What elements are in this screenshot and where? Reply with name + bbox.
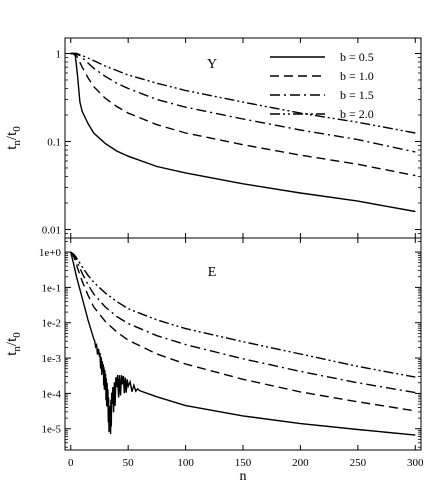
panel-top-frame — [64, 37, 422, 239]
series-line-1 — [70, 52, 416, 177]
y-tick-label: 1e-2 — [41, 318, 61, 330]
panel-bottom-ticks: 0 50 100 150 200 250 300 1e+0 1e-1 1e-2 1e-3 1e-4 1e… — [39, 238, 424, 469]
panel-top-ticks: 1 0.1 0.01 — [42, 38, 421, 239]
legend-label-3: b = 2.0 — [340, 107, 374, 121]
y-tick-label: 1e+0 — [39, 247, 62, 259]
x-tick-label: 200 — [292, 457, 309, 469]
panel-bottom-ylabel-sub-0: 0 — [11, 332, 23, 338]
y-tick-label: 1e-3 — [41, 353, 61, 365]
y-tick-label: 0.01 — [42, 224, 61, 236]
series-line-2 — [70, 52, 416, 153]
x-tick-label: 300 — [407, 457, 424, 469]
legend-label-0: b = 0.5 — [340, 50, 374, 64]
panel-bottom-frame — [64, 237, 422, 451]
x-tick-label: 250 — [350, 457, 367, 469]
series-line-0 — [70, 52, 416, 213]
series-line-1 — [70, 251, 416, 412]
panel-top-ylabel-sub-0: 0 — [11, 126, 23, 132]
panel-top-ylabel-sub-n: n — [11, 140, 23, 146]
y-tick-label: 0.1 — [47, 136, 61, 148]
legend: b = 0.5 b = 1.0 b = 1.5 b = 2.0 — [270, 50, 374, 121]
legend-label-2: b = 1.5 — [340, 88, 374, 102]
x-tick-label: 50 — [123, 457, 135, 469]
panel-top-label: Y — [207, 57, 217, 72]
x-tick-label: 150 — [235, 457, 252, 469]
series-line-0 — [70, 251, 416, 436]
panel-bottom-ylabel-sub-n: n — [11, 346, 23, 352]
panel-bottom: 0 50 100 150 200 250 300 1e+0 1e-1 1e-2 1e-3 1e-4 1e… — [4, 237, 424, 484]
y-tick-label: 1 — [56, 48, 62, 60]
series-line-3 — [70, 52, 416, 134]
panel-bottom-series — [70, 251, 416, 436]
panel-top-series — [70, 52, 416, 213]
x-tick-label: 100 — [177, 457, 194, 469]
legend-label-1: b = 1.0 — [340, 69, 374, 83]
panel-top-ylabel-main: t — [4, 145, 20, 150]
panel-bottom-ylabel: tn/t0 — [4, 332, 23, 356]
y-tick-label: 1e-5 — [41, 424, 61, 436]
panel-bottom-ylabel-mid: /t — [4, 337, 20, 346]
y-tick-label: 1e-1 — [41, 282, 61, 294]
panel-bottom-label: E — [208, 265, 217, 280]
series-line-3 — [70, 251, 416, 378]
series-line-2 — [70, 251, 416, 394]
panel-bottom-ylabel-main: t — [4, 351, 20, 356]
panel-top: 10.10.01 Y tn/t0 b = 0.5b = 1.0b = 1.5b … — [4, 37, 422, 239]
y-tick-label: 1e-4 — [41, 388, 61, 400]
x-axis-label: n — [240, 469, 247, 484]
x-tick-label: 0 — [68, 457, 74, 469]
panel-top-ylabel-mid: /t — [4, 131, 20, 140]
panel-top-ylabel: tn/t0 — [4, 126, 23, 150]
